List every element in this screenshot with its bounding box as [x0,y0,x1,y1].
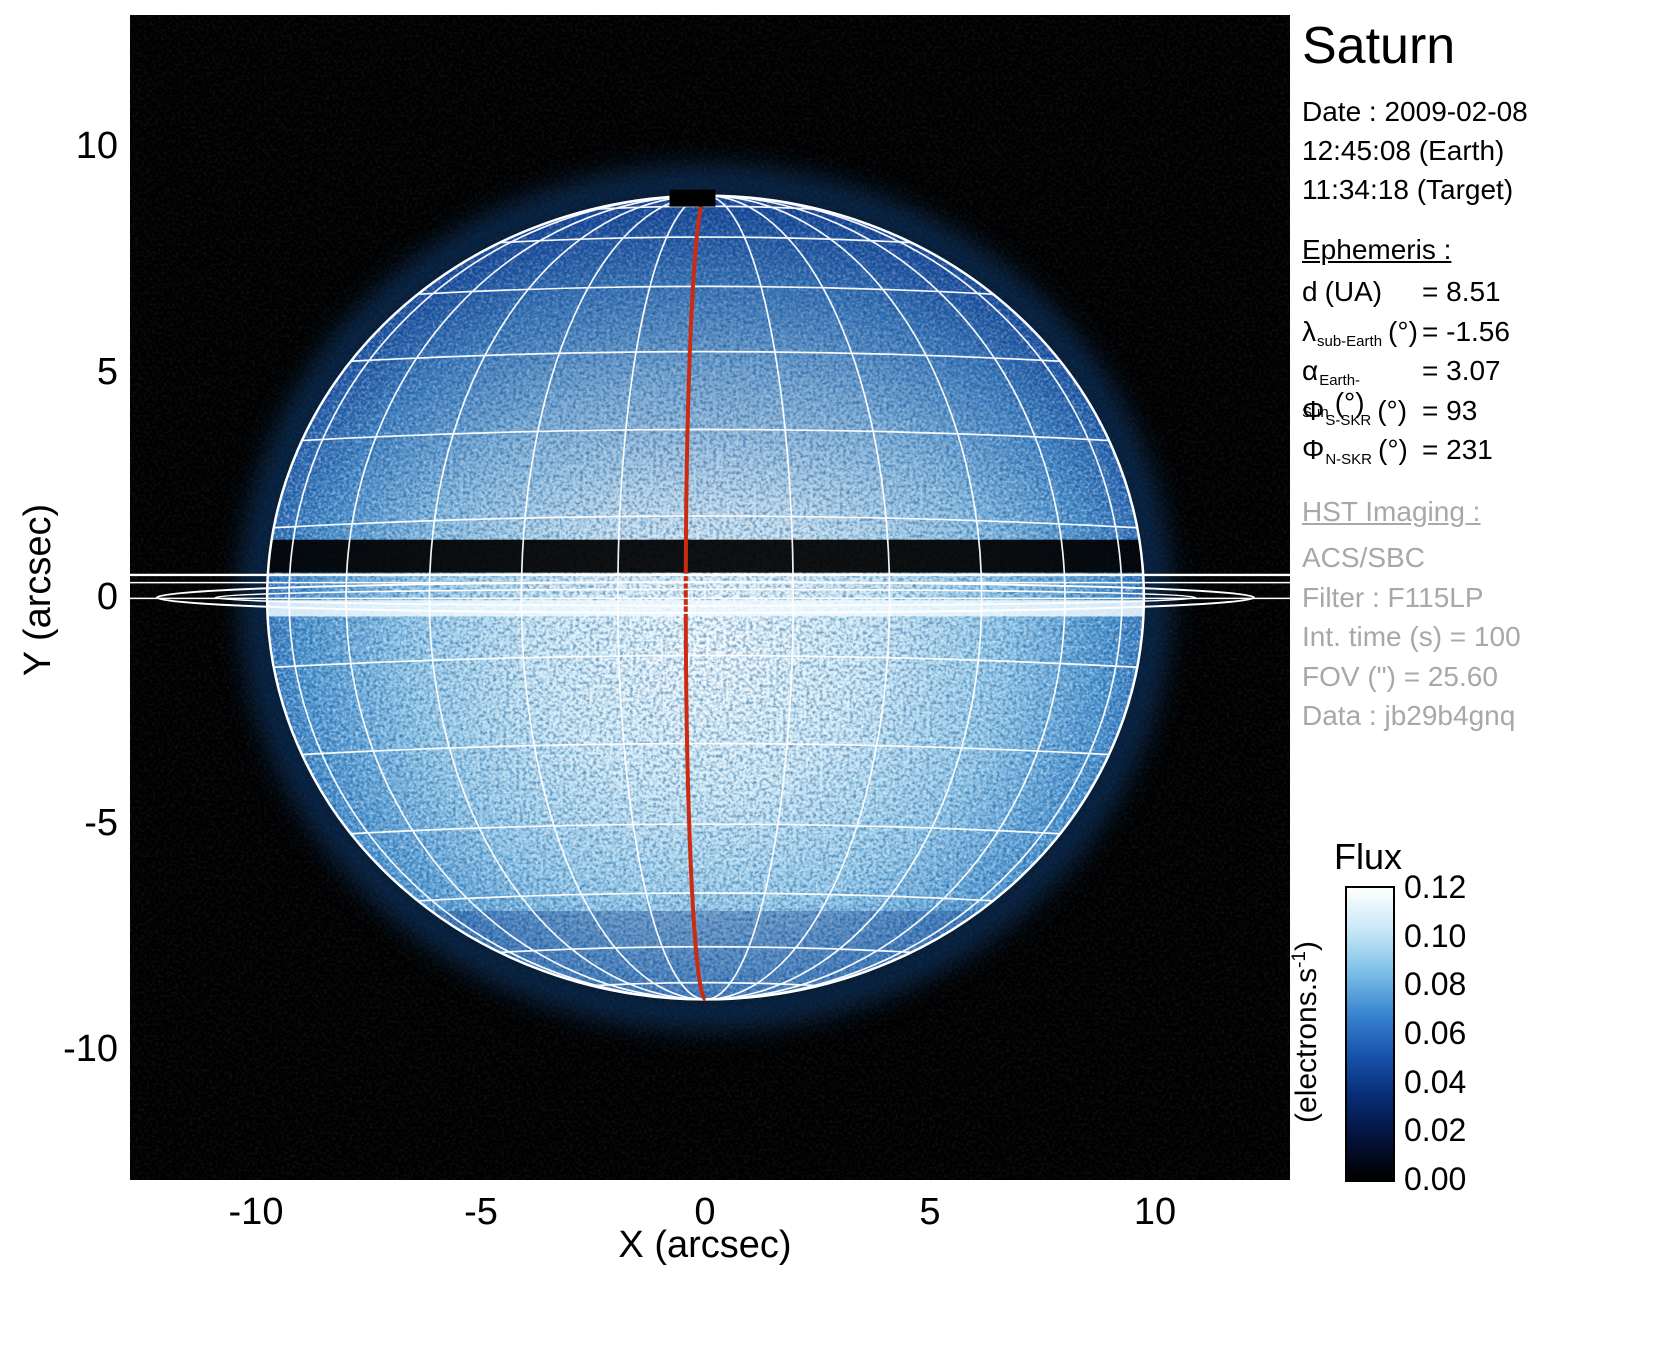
hst-imaging-heading: HST Imaging : [1302,496,1481,527]
colorbar-tick-label: 0.04 [1404,1064,1467,1100]
ephemeris-value: = 8.51 [1422,276,1501,307]
hst-fov: FOV (") = 25.60 [1302,660,1498,692]
y-tick-label: -10 [63,1028,118,1070]
colorbar-tick-label: 0.06 [1404,1015,1467,1051]
ephemeris-row: αEarth-Sun (°) = 3.07 [1302,355,1676,421]
x-tick-label: -10 [228,1191,284,1233]
ephemeris-row: ΦN-SKR (°) = 231 [1302,434,1676,474]
hst-data-id: Data : jb29b4gnq [1302,700,1516,731]
y-tick-label: 0 [96,576,118,618]
colorbar-title: Flux [1333,836,1402,877]
colorbar-tick-label: 0.12 [1404,869,1467,905]
hst-imaging-details: ACS/SBC Filter : F115LP Int. time (s) = … [1302,538,1521,736]
colorbar-gradient [1345,886,1395,1182]
figure-title: Saturn [1302,17,1456,75]
ephemeris-subscript: sub-Earth [1317,332,1383,350]
ephemeris-unit: (UA) [1324,276,1383,307]
ephemeris-value: = -1.56 [1422,315,1510,347]
x-tick-label: 0 [694,1191,716,1233]
date-line: Date : 2009-02-08 [1302,96,1528,127]
ephemeris-subscript: Earth-Sun [1302,372,1361,421]
ephemeris-symbol: d [1302,276,1318,307]
ephemeris-unit: (°) [1388,315,1418,347]
hst-int-time: Int. time (s) = 100 [1302,621,1521,652]
hst-filter: Filter : F115LP [1302,581,1484,613]
x-tick-label: 5 [919,1191,941,1233]
colorbar-unit-label: (electrons.s-1) [1289,941,1323,1123]
x-tick-label: -5 [464,1191,498,1233]
ephemeris-value: = 231 [1422,434,1493,465]
x-axis-label: X (arcsec) [618,1224,792,1266]
ephemeris-row: ΦS-SKR (°) = 93 [1302,395,1676,435]
ephemeris-subscript: N-SKR [1325,451,1373,468]
saturn-image [130,15,1290,1180]
plot-area [130,15,1290,1180]
observation-datetime: Date : 2009-02-08 12:45:08 (Earth) 11:34… [1302,92,1528,209]
colorbar-tick-label: 0.00 [1404,1161,1467,1197]
ephemeris-row: λsub-Earth (°) = -1.56 [1302,316,1676,356]
x-tick-label: 10 [1133,1191,1177,1233]
y-tick-label: 10 [75,125,118,167]
ephemeris-table: d (UA) = 8.51 λsub-Earth (°) = -1.56 αEart… [1302,276,1676,474]
ephemeris-heading: Ephemeris : [1302,234,1452,265]
y-tick-label: -5 [84,802,118,844]
ephemeris-symbol: Φ [1302,434,1325,465]
ephemeris-symbol: Φ [1302,394,1325,426]
y-tick-label: 5 [96,351,118,393]
ephemeris-unit: (°) [1377,394,1408,426]
colorbar-tick-label: 0.10 [1404,918,1467,954]
ephemeris-unit: (°) [1378,434,1408,465]
ephemeris-value: = 93 [1422,394,1478,426]
colorbar-tick-label: 0.08 [1404,966,1467,1002]
colorbar-tick-label: 0.02 [1404,1112,1467,1148]
ephemeris-unit: (°) [1334,387,1365,418]
ephemeris-row: d (UA) = 8.51 [1302,276,1676,316]
ephemeris-symbol: α [1302,355,1319,386]
time-target-line: 11:34:18 (Target) [1302,174,1514,205]
ephemeris-value: = 3.07 [1422,355,1501,386]
ephemeris-subscript: S-SKR [1325,411,1372,429]
hst-instrument: ACS/SBC [1302,542,1425,573]
time-earth-line: 12:45:08 (Earth) [1302,135,1505,166]
ephemeris-symbol: λ [1302,315,1316,347]
